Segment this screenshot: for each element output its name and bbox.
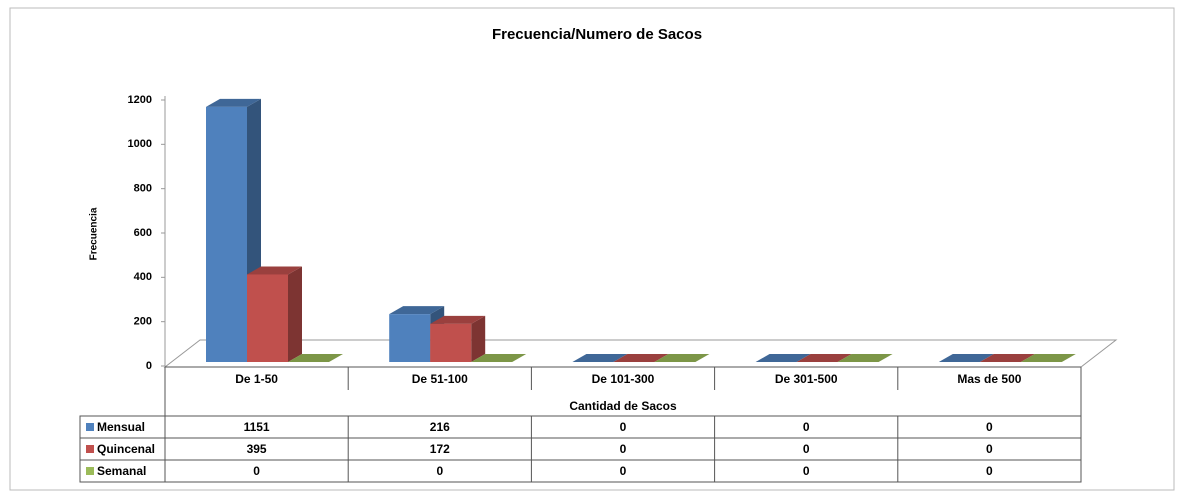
y-tick-label: 600 [134, 227, 152, 239]
x-tick-label: De 51-100 [412, 372, 468, 386]
chart-title: Frecuencia/Numero de Sacos [492, 26, 702, 43]
bar [389, 314, 431, 362]
bar-top [389, 306, 445, 315]
legend-label: Mensual [97, 420, 145, 434]
bar-top [938, 354, 994, 362]
y-tick-label: 1000 [128, 138, 152, 150]
bar-top [755, 354, 811, 362]
bar-top [613, 354, 669, 362]
x-axis-label: Cantidad de Sacos [569, 399, 677, 413]
table-value: 0 [803, 464, 810, 478]
table-value: 0 [436, 464, 443, 478]
bar-top [837, 354, 893, 362]
y-tick-label: 200 [134, 316, 152, 328]
table-value: 0 [253, 464, 260, 478]
legend-label: Quincenal [97, 442, 155, 456]
bar-top [572, 354, 628, 362]
x-tick-label: De 1-50 [235, 372, 278, 386]
bar-top [288, 354, 343, 362]
floor [163, 339, 1118, 368]
table-value: 0 [986, 464, 993, 478]
table-value: 172 [430, 442, 450, 456]
table-value: 1151 [244, 420, 270, 434]
legend-swatch [86, 445, 94, 453]
x-tick-label: Mas de 500 [957, 372, 1021, 386]
legend-label: Semanal [97, 464, 146, 478]
bar-top [796, 354, 852, 362]
bar-top [206, 98, 261, 107]
y-tick-label: 400 [134, 271, 152, 283]
table-value: 0 [620, 442, 627, 456]
bar [430, 323, 472, 362]
table-value: 216 [430, 420, 450, 434]
table-value: 0 [620, 420, 627, 434]
table-value: 0 [803, 442, 810, 456]
legend-swatch [86, 423, 94, 431]
bar [206, 106, 247, 362]
bar-top [430, 315, 486, 324]
bar-side [471, 315, 486, 362]
y-axis-label: Frecuencia [89, 207, 100, 260]
table-value: 0 [803, 420, 810, 434]
bar-top [979, 354, 1035, 362]
x-tick-label: De 301-500 [775, 372, 838, 386]
table-value: 0 [986, 420, 993, 434]
bar-top [247, 266, 302, 275]
bar-side [288, 266, 302, 362]
table-value: 0 [986, 442, 993, 456]
x-tick-label: De 101-300 [592, 372, 655, 386]
bar-top [1020, 354, 1076, 362]
bar-top [471, 354, 527, 362]
bar [247, 274, 288, 362]
table-value: 395 [247, 442, 267, 456]
y-tick-label: 0 [146, 360, 152, 372]
y-tick-label: 800 [134, 183, 152, 195]
table-value: 0 [620, 464, 627, 478]
y-tick-label: 1200 [128, 94, 152, 106]
chart-frame [9, 7, 1175, 491]
bar-top [654, 354, 710, 362]
legend-swatch [86, 467, 94, 475]
